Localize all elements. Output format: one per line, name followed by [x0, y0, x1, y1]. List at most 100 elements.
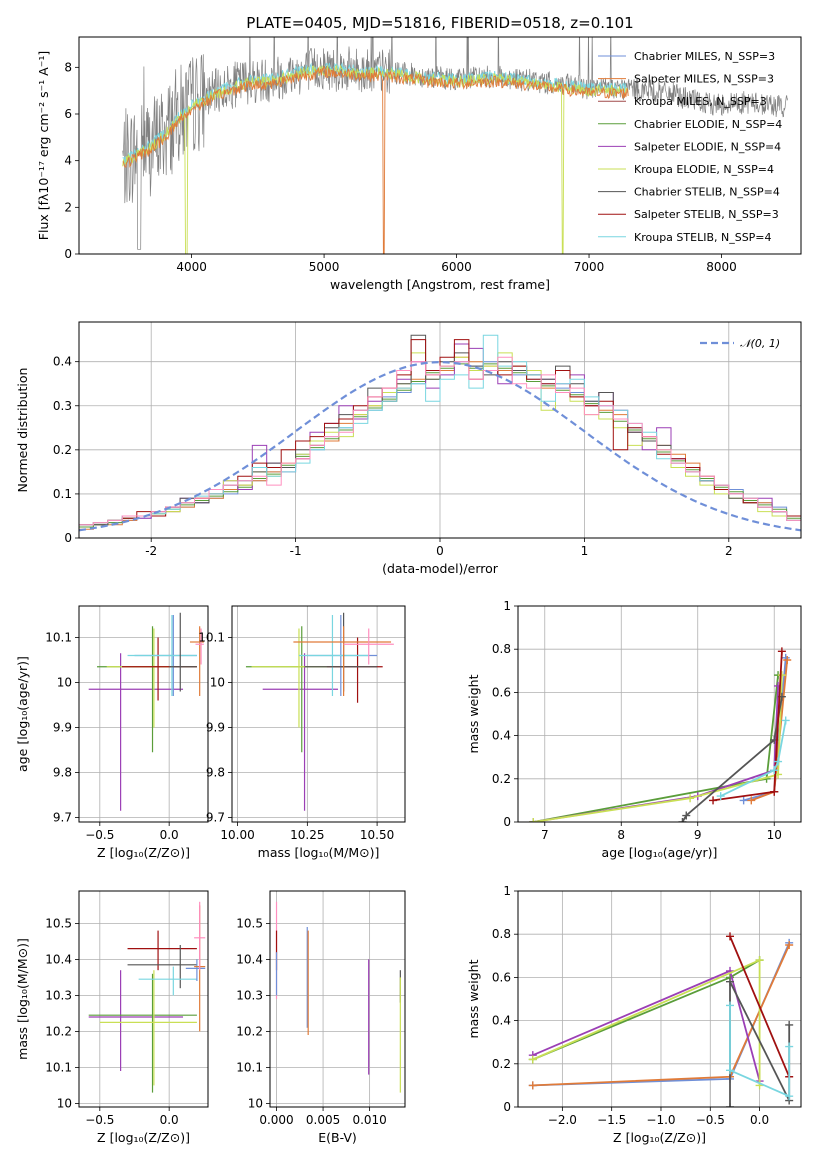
y-tick-label: 0.2	[53, 443, 72, 457]
plot-area	[88, 612, 204, 811]
y-tick-label: 10.1	[45, 1060, 72, 1074]
y-axis-label: Normed distribution	[15, 368, 30, 493]
y-axis-label: mass weight	[466, 674, 481, 753]
y-tick-label: 9.8	[206, 766, 225, 780]
weight-point-marker	[726, 1103, 735, 1107]
weight-point-marker	[528, 1055, 537, 1064]
x-tick-label: 7000	[574, 260, 605, 274]
weight-point-marker	[726, 1066, 735, 1075]
x-tick-label: 0.005	[306, 1113, 340, 1127]
weight-point-marker	[726, 977, 735, 986]
y-tick-label: 1	[503, 884, 511, 898]
y-tick-label: 0.2	[492, 772, 511, 786]
weight-series-line	[729, 1005, 791, 1098]
weight-point-marker	[777, 647, 786, 656]
weight-point-marker	[686, 794, 695, 803]
weight-point-marker	[770, 787, 779, 796]
model-spectrum-line	[122, 64, 629, 254]
y-tick-label: 0.6	[492, 685, 511, 699]
x-tick-label: 1	[581, 544, 589, 558]
x-axis-label: E(B-V)	[318, 1130, 357, 1145]
y-tick-label: 0.1	[53, 487, 72, 501]
weight-vs-metallicity-panel: −2.0 −1.5 −1.0 −0.5 0.0 0 0.2 0.4 0.6 0.8 1 Z [log₁…	[466, 884, 802, 1145]
y-tick-label: 0.2	[492, 1057, 511, 1071]
y-tick-label: 10.3	[45, 988, 72, 1002]
y-tick-label: 10	[57, 676, 72, 690]
weight-point-marker	[783, 656, 792, 664]
y-tick-label: 0.6	[492, 970, 511, 984]
y-tick-label: 0.4	[53, 355, 72, 369]
x-tick-label: 0.010	[352, 1113, 386, 1127]
x-tick-label: 0.000	[259, 1113, 293, 1127]
x-tick-label: 0.0	[160, 828, 179, 842]
weight-point-marker	[781, 716, 790, 725]
mass-vs-metallicity-panel: −0.5 0.0 10 10.1 10.2 10.3 10.4 10.5 Z [log₁₀(Z/…	[15, 890, 209, 1145]
weight-vs-age-panel: 7 8 9 10 0 0.2 0.4 0.6 0.8 1 age [log₁₀(age/yr)] ma…	[466, 599, 802, 860]
x-tick-label: 4000	[176, 260, 207, 274]
axes-frame	[517, 890, 802, 1108]
weight-series-line	[720, 720, 787, 797]
x-axis-label: mass [log₁₀(M/M⊙)]	[258, 845, 380, 860]
x-axis-label: Z [log₁₀(Z/Z⊙)]	[97, 1130, 190, 1145]
y-tick-label: 10.1	[236, 1060, 263, 1074]
x-tick-label: 9	[694, 828, 702, 842]
x-axis-label: wavelength [Angstrom, rest frame]	[330, 277, 550, 292]
y-tick-label: 0	[64, 531, 72, 545]
weight-point-marker	[785, 1042, 794, 1051]
weight-point-marker	[709, 796, 718, 805]
legend-label: Chabrier MILES, N_SSP=3	[634, 50, 775, 63]
axes-frame	[78, 890, 209, 1108]
y-tick-label: 9.9	[53, 721, 72, 735]
y-axis-label: Flux [fλ10⁻¹⁷ erg cm⁻² s⁻¹ A⁻¹]	[36, 51, 51, 240]
x-tick-label: −1.0	[646, 1113, 675, 1127]
weight-point-marker	[755, 956, 764, 965]
plot-area	[275, 901, 401, 1093]
plot-area	[79, 334, 801, 532]
weight-series-line	[729, 936, 791, 1078]
legend-label: Salpeter MILES, N_SSP=3	[634, 73, 774, 86]
y-tick-label: 10.5	[236, 916, 263, 930]
legend-label: 𝒩(0, 1)	[740, 337, 780, 350]
x-axis-label: (data-model)/error	[382, 561, 499, 576]
weight-point-marker	[682, 811, 691, 820]
y-tick-label: 9.8	[53, 766, 72, 780]
weight-point-marker	[747, 796, 756, 805]
x-tick-label: 10.50	[360, 828, 394, 842]
weight-series-line	[532, 969, 761, 1082]
weight-point-marker	[678, 818, 687, 822]
weight-point-marker	[785, 1020, 794, 1029]
x-tick-label: −1.5	[597, 1113, 626, 1127]
y-axis-label: mass [log₁₀(M/M⊙)]	[15, 938, 30, 1060]
histogram-series	[79, 356, 801, 526]
legend: Chabrier MILES, N_SSP=3 Salpeter MILES, N…	[598, 50, 782, 244]
y-tick-label: 6	[64, 107, 72, 121]
legend-label: Salpeter ELODIE, N_SSP=4	[634, 140, 781, 153]
y-tick-label: 9.9	[206, 721, 225, 735]
y-axis-label: age [log₁₀(age/yr)]	[15, 656, 30, 772]
weight-series-line	[533, 675, 783, 822]
x-axis-label: age [log₁₀(age/yr)]	[602, 845, 718, 860]
y-tick-label: 10	[248, 1096, 263, 1110]
y-tick-label: 10.2	[45, 1024, 72, 1038]
axes-frame	[269, 890, 406, 1108]
plot-area	[528, 932, 794, 1107]
x-tick-label: 7	[541, 828, 549, 842]
x-tick-label: 2	[725, 544, 733, 558]
y-tick-label: 10	[210, 676, 225, 690]
legend-label: Chabrier STELIB, N_SSP=4	[634, 186, 780, 199]
plot-area	[529, 647, 792, 822]
spectrum-panel: 4000 5000 6000 7000 8000 0 2 4 6 8 wavelength [Ang…	[36, 36, 802, 292]
x-tick-label: -2	[145, 544, 157, 558]
x-tick-label: 8	[617, 828, 625, 842]
y-tick-label: 10.4	[236, 952, 263, 966]
x-tick-label: 8000	[706, 260, 737, 274]
y-tick-label: 9.7	[53, 811, 72, 825]
axes-frame	[78, 36, 802, 255]
weight-point-marker	[739, 796, 748, 805]
histogram-series	[79, 356, 801, 530]
plot-area	[122, 37, 789, 254]
x-tick-label: 5000	[309, 260, 340, 274]
y-tick-label: 4	[64, 154, 72, 168]
legend-label: Kroupa STELIB, N_SSP=4	[634, 231, 772, 244]
